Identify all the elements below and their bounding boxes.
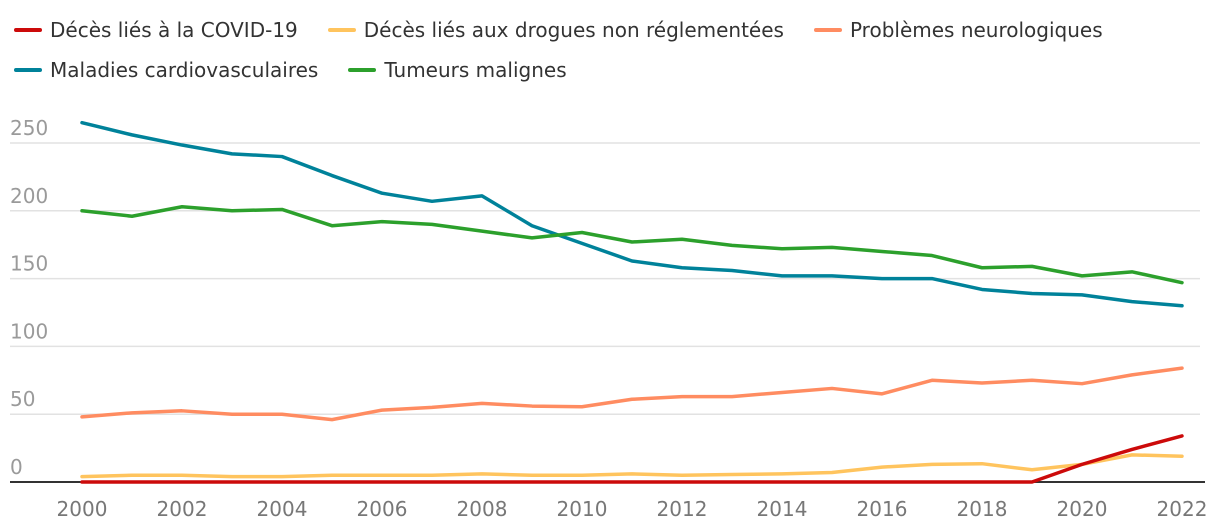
x-tick-label: 2006 bbox=[357, 497, 408, 521]
x-tick-label: 2002 bbox=[157, 497, 208, 521]
legend-label: Décès liés à la COVID-19 bbox=[50, 18, 298, 42]
y-tick-label: 250 bbox=[10, 116, 48, 140]
legend-label: Problèmes neurologiques bbox=[849, 18, 1103, 42]
legend-item: Tumeurs malignes bbox=[348, 54, 567, 86]
x-tick-label: 2016 bbox=[857, 497, 908, 521]
legend-swatch bbox=[14, 68, 42, 72]
legend-label: Maladies cardiovasculaires bbox=[50, 58, 319, 82]
x-tick-label: 2020 bbox=[1057, 497, 1108, 521]
legend-swatch bbox=[327, 28, 356, 32]
series-line bbox=[80, 453, 1184, 479]
series-line bbox=[80, 204, 1184, 285]
x-tick-label: 2022 bbox=[1157, 497, 1208, 521]
x-tick-label: 2008 bbox=[457, 497, 508, 521]
legend-item: Décès liés à la COVID-19 bbox=[14, 14, 298, 46]
legend-swatch bbox=[813, 28, 842, 32]
y-tick-label: 50 bbox=[10, 387, 35, 411]
x-tick-label: 2018 bbox=[957, 497, 1008, 521]
legend-label: Décès liés aux drogues non réglementées bbox=[363, 18, 784, 42]
x-tick-label: 2010 bbox=[557, 497, 608, 521]
legend-swatch bbox=[14, 28, 42, 32]
legend-swatch bbox=[348, 68, 377, 72]
y-tick-label: 150 bbox=[10, 252, 48, 276]
legend-label: Tumeurs malignes bbox=[384, 58, 567, 82]
legend-item: Maladies cardiovasculaires bbox=[14, 54, 318, 86]
x-tick-label: 2000 bbox=[57, 497, 108, 521]
series-line bbox=[80, 366, 1184, 422]
legend-item: Décès liés aux drogues non réglementées bbox=[327, 14, 784, 46]
x-tick-label: 2014 bbox=[757, 497, 808, 521]
legend-item: Problèmes neurologiques bbox=[813, 14, 1103, 46]
y-tick-label: 0 bbox=[10, 455, 23, 479]
x-tick-label: 2004 bbox=[257, 497, 308, 521]
legend: Décès liés à la COVID-19 Décès liés aux d… bbox=[14, 14, 1214, 86]
y-tick-label: 200 bbox=[10, 184, 48, 208]
y-tick-label: 100 bbox=[10, 319, 48, 343]
x-tick-label: 2012 bbox=[657, 497, 708, 521]
